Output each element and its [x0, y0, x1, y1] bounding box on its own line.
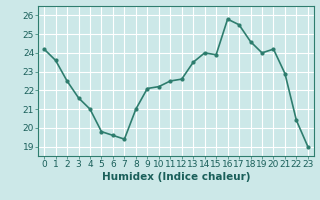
- X-axis label: Humidex (Indice chaleur): Humidex (Indice chaleur): [102, 172, 250, 182]
